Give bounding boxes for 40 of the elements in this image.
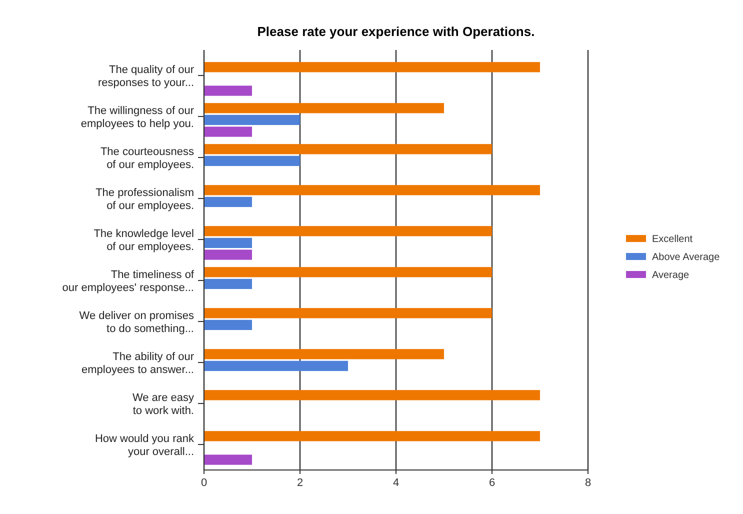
y-tick-label: The courteousness of our employees.: [100, 146, 194, 171]
bar: [204, 226, 492, 236]
y-tick-label: How would you rank your overall...: [94, 433, 194, 458]
x-tick-label: 6: [488, 477, 496, 489]
bar: [204, 308, 492, 318]
x-tick-label: 4: [392, 477, 400, 489]
bar: [204, 349, 444, 360]
chart-title: Please rate your experience with Operations.: [257, 24, 535, 39]
legend-label: Excellent: [652, 234, 693, 245]
bar: [204, 126, 252, 137]
bar: [204, 278, 252, 290]
bar: [204, 267, 492, 278]
bar: [204, 144, 492, 154]
legend-label: Above Average: [652, 252, 720, 263]
bar: [204, 238, 252, 248]
bar: [204, 250, 252, 260]
bar: [204, 360, 348, 372]
bar: [204, 62, 540, 72]
y-tick-label: We are easy to work with.: [132, 392, 194, 417]
y-tick-label: The professionalism of our employees.: [96, 187, 194, 212]
x-tick-label: 2: [296, 477, 304, 489]
bar: [204, 390, 540, 400]
x-tick-label: 8: [584, 477, 592, 489]
y-tick-label: The timeliness of our employees' response...: [62, 269, 195, 294]
bar: [204, 185, 540, 196]
bar: [204, 431, 540, 442]
bar: [204, 196, 252, 208]
y-tick-label: The ability of our employees to answer...: [81, 351, 194, 376]
bar: [204, 103, 444, 114]
bar: [204, 454, 252, 465]
bar: [204, 86, 252, 96]
y-tick-label: The willingness of our employees to help you.: [80, 105, 194, 130]
y-tick-label: The knowledge level of our employees.: [94, 228, 194, 253]
y-tick-label: We deliver on promises to do something...: [79, 310, 194, 335]
legend-label: Average: [652, 270, 690, 281]
x-tick-label: 0: [200, 477, 208, 489]
bar: [204, 320, 252, 330]
y-tick-label: The quality of our responses to your...: [98, 64, 194, 89]
bar: [204, 156, 300, 166]
bar: [204, 114, 300, 126]
